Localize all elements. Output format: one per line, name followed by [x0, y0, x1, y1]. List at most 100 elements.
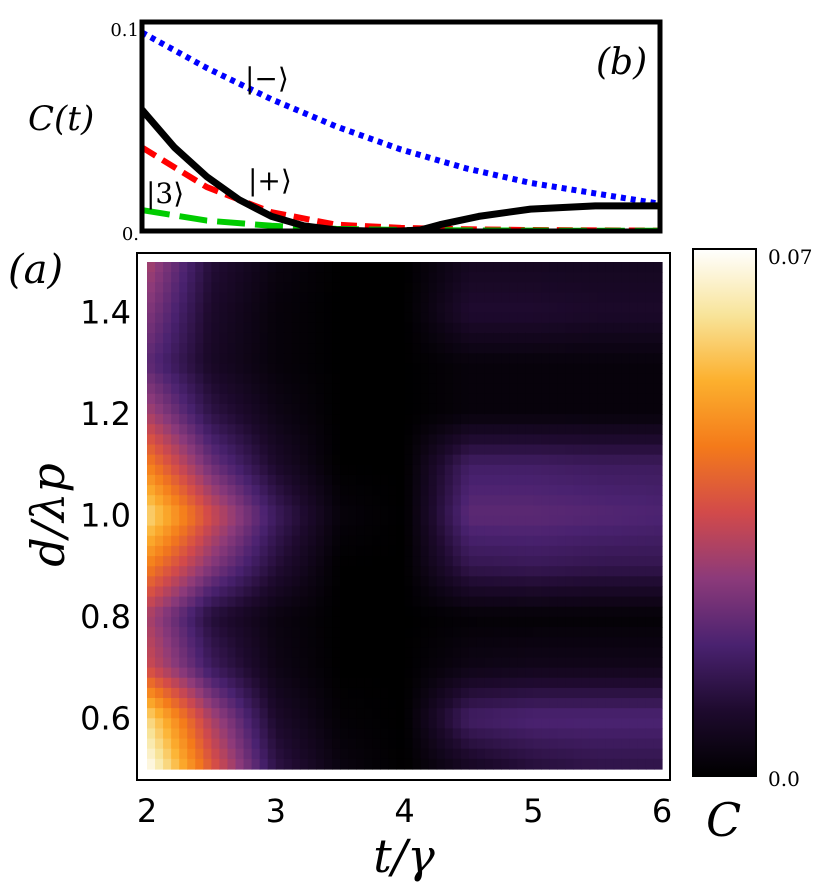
heatmap-cell: [621, 616, 631, 628]
heatmap-cell: [171, 363, 180, 375]
heatmap-cell: [645, 728, 655, 740]
heatmap-cell: [315, 353, 325, 364]
heatmap-cell: [203, 525, 212, 537]
heatmap-cell: [283, 343, 293, 354]
heatmap-cell: [436, 434, 446, 446]
heatmap-cell: [372, 637, 381, 648]
heatmap-cell: [211, 637, 221, 648]
heatmap-cell: [645, 282, 655, 294]
heatmap-cell: [509, 535, 518, 547]
heatmap-cell: [533, 302, 542, 314]
heatmap-cell: [549, 677, 558, 689]
heatmap-cell: [251, 677, 261, 689]
heatmap-cell: [420, 525, 430, 537]
heatmap-cell: [629, 495, 639, 506]
heatmap-cell: [565, 708, 575, 719]
heatmap-cell: [493, 272, 502, 283]
heatmap-cell: [629, 515, 639, 527]
heatmap-cell: [629, 708, 639, 719]
heatmap-cell: [356, 454, 365, 466]
heatmap-cell: [557, 556, 567, 567]
heatmap-cell: [364, 485, 373, 496]
heatmap-cell: [436, 698, 446, 709]
heatmap-cell: [211, 505, 221, 517]
heatmap-cell: [340, 586, 349, 598]
heatmap-cell: [195, 708, 204, 719]
heatmap-cell: [404, 525, 414, 537]
heatmap-cell: [348, 657, 357, 669]
heatmap-cell: [243, 758, 253, 770]
heatmap-cell: [388, 454, 398, 466]
heatmap-cell: [219, 322, 229, 334]
heatmap-cell: [444, 383, 454, 395]
heatmap-cell: [404, 272, 414, 283]
heatmap-cell: [525, 424, 534, 435]
heatmap-cell: [565, 474, 575, 486]
heatmap-cell: [203, 414, 212, 425]
heatmap-cell: [235, 545, 245, 557]
heatmap-cell: [259, 272, 269, 283]
heatmap-cell: [573, 383, 583, 395]
heatmap-cell: [235, 292, 245, 304]
heatmap-cell: [533, 647, 542, 659]
heatmap-cell: [227, 586, 237, 598]
heatmap-cell: [171, 677, 180, 689]
heatmap-cell: [573, 424, 583, 435]
heatmap-cell: [396, 383, 406, 395]
heatmap-cell: [420, 576, 430, 588]
heatmap-cell: [235, 332, 245, 344]
heatmap-cell: [147, 556, 156, 567]
heatmap-cell: [501, 373, 510, 385]
heatmap-cell: [597, 373, 607, 385]
heatmap-cell: [404, 556, 414, 567]
heatmap-cell: [211, 414, 221, 425]
heatmap-cell: [348, 403, 357, 415]
heatmap-cell: [227, 464, 237, 476]
heatmap-cell: [637, 657, 647, 669]
heatmap-cell: [163, 535, 172, 547]
heatmap-cell: [637, 596, 647, 608]
heatmap-cell: [444, 535, 454, 547]
heatmap-cell: [171, 758, 180, 770]
heatmap-cell: [493, 262, 502, 273]
heatmap-cell: [589, 292, 599, 304]
heatmap-cell: [324, 586, 333, 598]
heatmap-cell: [452, 718, 462, 730]
heatmap-cell: [517, 556, 526, 567]
heatmap-cell: [372, 627, 381, 638]
heatmap-cell: [340, 262, 349, 273]
heatmap-cell: [372, 373, 381, 385]
heatmap-cell: [621, 637, 631, 648]
heatmap-cell: [444, 444, 454, 456]
heatmap-cell: [195, 627, 204, 638]
heatmap-cell: [621, 312, 631, 324]
heatmap-cell: [549, 657, 558, 669]
heatmap-cell: [517, 535, 526, 547]
heatmap-cell: [171, 292, 180, 304]
heatmap-cell: [444, 414, 454, 425]
heatmap-cell: [581, 282, 591, 294]
heatmap-cell: [581, 454, 591, 466]
heatmap-cell: [460, 738, 470, 750]
heatmap-cell: [645, 322, 655, 334]
heatmap-cell: [653, 718, 663, 730]
heatmap-cell: [460, 545, 470, 557]
heatmap-cell: [147, 698, 156, 709]
heatmap-cell: [243, 383, 253, 395]
heatmap-cell: [573, 576, 583, 588]
heatmap-cell: [412, 596, 422, 608]
heatmap-cell: [565, 545, 575, 557]
heatmap-cell: [299, 576, 309, 588]
heatmap-cell: [235, 698, 245, 709]
heatmap-cell: [211, 576, 221, 588]
heatmap-cell: [163, 627, 172, 638]
heatmap-cell: [557, 728, 567, 740]
heatmap-cell: [468, 444, 478, 456]
heatmap-cell: [468, 708, 478, 719]
heatmap-cell: [380, 363, 390, 375]
heatmap-cell: [581, 728, 591, 740]
heatmap-cell: [332, 485, 341, 496]
heatmap-cell: [275, 272, 285, 283]
heatmap-cell: [356, 545, 365, 557]
heatmap-cell: [251, 758, 261, 770]
